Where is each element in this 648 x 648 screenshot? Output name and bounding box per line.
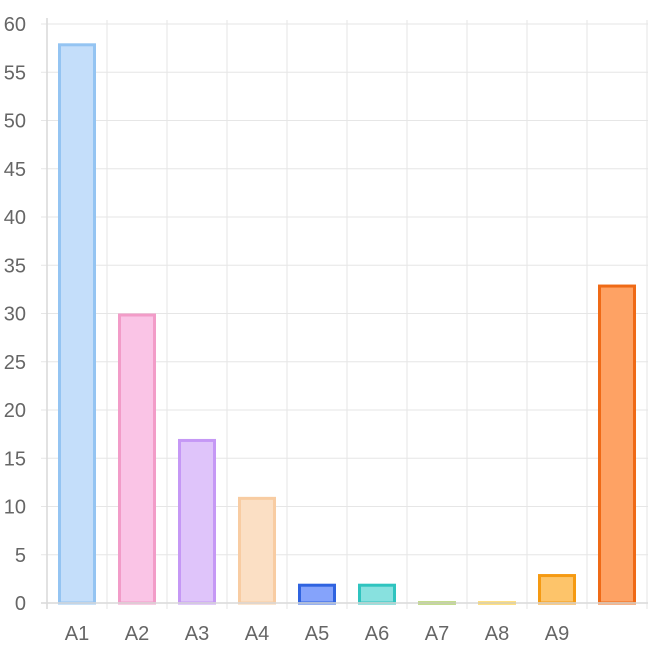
x-axis-ticks: A1 A2 A3 A4 A5 A6 A7 A8 A9 [65,623,569,645]
bar-a4 [238,496,276,605]
x-tick-label: A2 [125,623,149,645]
y-tick-label: 25 [4,352,26,374]
y-tick-label: 15 [4,448,26,470]
y-tick-label: 55 [4,62,26,84]
x-tick-label: A4 [245,623,269,645]
x-tick-label: A5 [305,623,329,645]
bar-a3 [178,438,216,605]
axes [41,18,648,609]
bars [58,43,636,605]
y-tick-label: 40 [4,207,26,229]
y-tick-label: 35 [4,255,26,277]
bar-a9 [538,574,576,605]
bar-a5 [298,583,336,605]
y-tick-label: 10 [4,497,26,519]
x-tick-label: A7 [425,623,449,645]
y-tick-label: 5 [15,545,26,567]
bar-bar10 [598,284,636,605]
y-tick-label: 50 [4,111,26,133]
x-tick-label: A3 [185,623,209,645]
x-tick-label: A9 [545,623,569,645]
y-tick-label: 60 [4,14,26,36]
bar-a2 [118,313,156,605]
bar-a1 [58,43,96,605]
y-tick-label: 20 [4,400,26,422]
x-tick-label: A6 [365,623,389,645]
y-axis-ticks: 0 5 10 15 20 25 30 35 40 45 50 55 60 [4,14,26,615]
y-tick-label: 45 [4,159,26,181]
y-tick-label: 30 [4,304,26,326]
x-tick-label: A8 [485,623,509,645]
y-tick-label: 0 [15,593,26,615]
x-tick-label: A1 [65,623,89,645]
bar-a6 [358,583,396,605]
